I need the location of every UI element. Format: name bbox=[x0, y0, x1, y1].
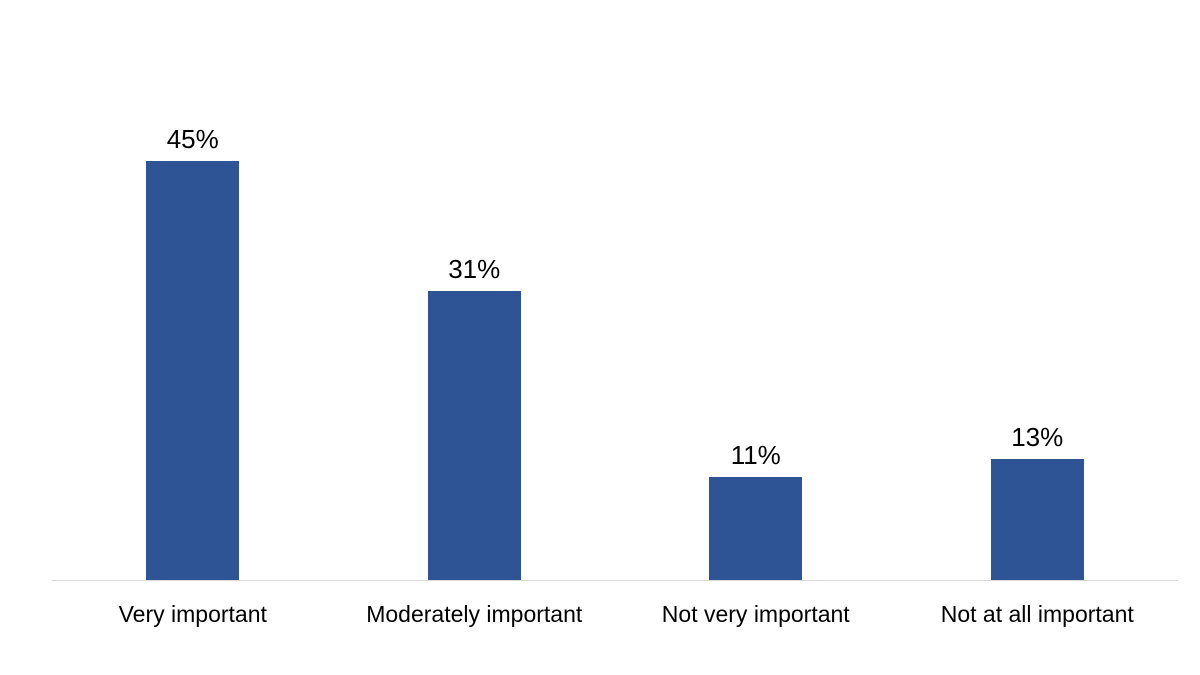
bar-group-not-very-important: 11% bbox=[615, 100, 897, 580]
x-axis-label-not-at-all-important: Not at all important bbox=[940, 601, 1134, 627]
bar-moderately-important bbox=[427, 291, 521, 580]
x-axis-label-not-very-important: Not very important bbox=[661, 601, 850, 627]
x-axis-labels: Very important Moderately important Not … bbox=[52, 598, 1178, 630]
bar-value-label: 31% bbox=[448, 254, 501, 285]
bar-not-very-important bbox=[709, 477, 803, 580]
x-axis-label-very-important: Very important bbox=[118, 601, 267, 627]
bar-group-very-important: 45% bbox=[52, 100, 334, 580]
bar-very-important bbox=[146, 160, 240, 580]
bar-group-not-at-all-important: 13% bbox=[897, 100, 1179, 580]
bar-group-moderately-important: 31% bbox=[334, 100, 616, 580]
bar-value-label: 11% bbox=[730, 440, 781, 471]
bar-value-label: 13% bbox=[1011, 421, 1064, 452]
x-axis-label-moderately-important: Moderately important bbox=[366, 601, 583, 627]
plot-area: 45% 31% 11% 13% bbox=[52, 100, 1178, 580]
bar-value-label: 45% bbox=[166, 123, 219, 154]
x-axis-line bbox=[52, 580, 1178, 581]
bar-not-at-all-important bbox=[990, 458, 1084, 580]
